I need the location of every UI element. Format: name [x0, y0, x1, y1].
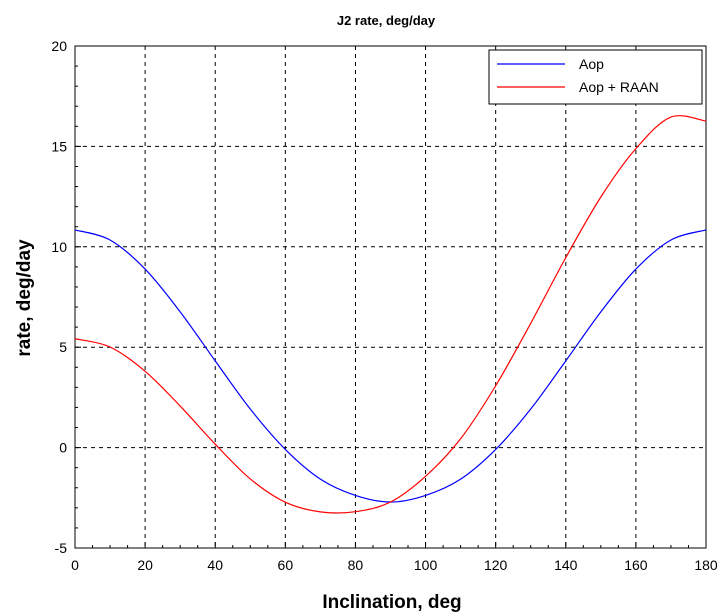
y-tick-label: 5 — [59, 339, 67, 355]
y-axis-label: rate, deg/day — [14, 239, 35, 357]
legend-label: Aop + RAAN — [579, 79, 659, 95]
x-tick-label: 140 — [554, 557, 578, 573]
x-tick-label: 20 — [137, 557, 153, 573]
y-tick-label: 0 — [59, 440, 67, 456]
y-tick-label: -5 — [55, 540, 68, 556]
grid — [75, 46, 706, 548]
x-tick-label: 120 — [484, 557, 508, 573]
legend: Aop Aop + RAAN — [488, 49, 703, 105]
y-tick-label: 20 — [51, 38, 67, 54]
chart-title: J2 rate, deg/day — [337, 13, 436, 28]
x-tick-label: 0 — [71, 557, 79, 573]
x-tick-label: 100 — [414, 557, 438, 573]
x-tick-label: 40 — [207, 557, 223, 573]
x-tick-label: 80 — [348, 557, 364, 573]
x-tick-label: 160 — [624, 557, 648, 573]
x-tick-label: 180 — [694, 557, 718, 573]
series-line-aop-plus-raan — [74, 115, 707, 514]
legend-label: Aop — [579, 56, 604, 72]
y-tick-label: 10 — [51, 239, 67, 255]
legend-box — [488, 49, 703, 105]
x-axis-label: Inclination, deg — [322, 592, 461, 613]
y-tick-label: 15 — [51, 138, 67, 154]
series-lines — [74, 115, 707, 514]
x-tick-label: 60 — [278, 557, 294, 573]
